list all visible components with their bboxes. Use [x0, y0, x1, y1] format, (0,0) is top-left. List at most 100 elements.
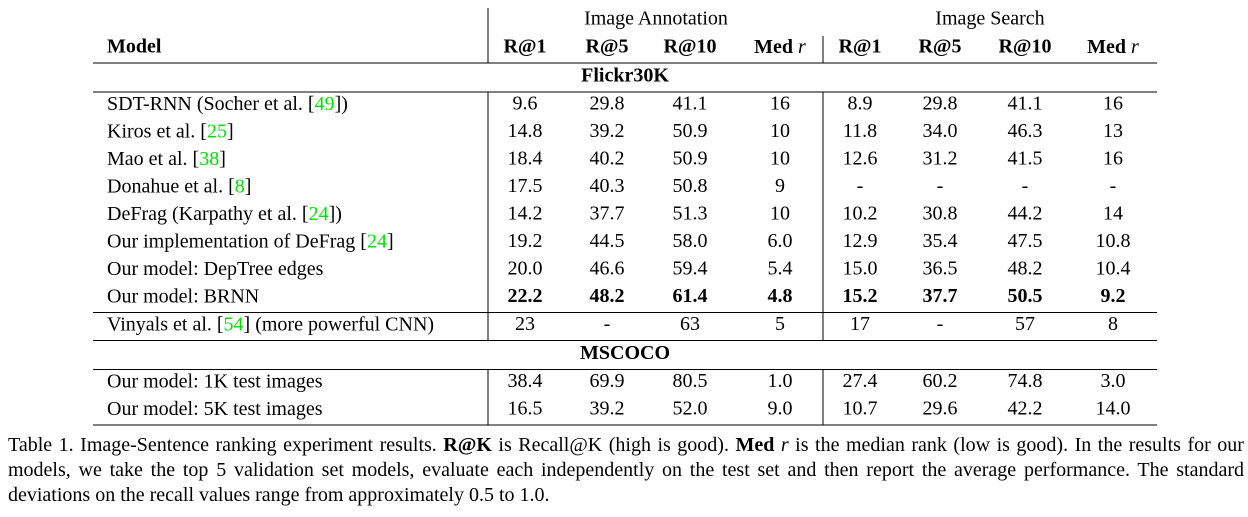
table-cell: 8.9: [848, 93, 873, 115]
model-name: Mao et al. [38]: [107, 148, 226, 170]
model-text: ]): [335, 93, 348, 115]
table-cell: 9: [775, 175, 785, 197]
table-cell: 15.0: [843, 258, 878, 280]
table-cell: 17: [850, 313, 870, 335]
model-text: ]: [219, 148, 226, 170]
table-cell: 61.4: [673, 285, 708, 307]
table-cell: 52.0: [673, 398, 708, 420]
header-word: Med: [754, 36, 793, 58]
table-cell: 1.0: [768, 370, 793, 392]
model-name: Our implementation of DeFrag [24]: [107, 230, 394, 252]
caption-text: Table 1. Image-Sentence ranking experime…: [8, 434, 444, 456]
model-name: Kiros et al. [25]: [107, 120, 234, 142]
table-cell: 12.9: [843, 230, 878, 252]
table-cell: 19.2: [508, 230, 543, 252]
table-cell: 40.2: [590, 148, 625, 170]
model-name: SDT-RNN (Socher et al. [49]): [107, 93, 348, 115]
table-cell: 16: [1103, 93, 1123, 115]
table-cell: 40.3: [590, 175, 625, 197]
model-text: Kiros et al. [: [107, 120, 207, 142]
table-cell: 34.0: [923, 120, 958, 142]
table-cell: 80.5: [673, 370, 708, 392]
table-cell: -: [937, 313, 944, 335]
table-cell: 58.0: [673, 230, 708, 252]
table-cell: 69.9: [590, 370, 625, 392]
table-cell: 9.0: [768, 398, 793, 420]
model-text: ]): [329, 203, 342, 225]
section-title: Flickr30K: [581, 65, 669, 87]
table-caption: Table 1. Image-Sentence ranking experime…: [8, 433, 1244, 508]
column-header: R@5: [585, 36, 628, 58]
table-cell: 59.4: [673, 258, 708, 280]
table-cell: 10: [770, 120, 790, 142]
table-cell: 57: [1015, 313, 1035, 335]
column-header: Med r: [1087, 36, 1139, 58]
table-cell: 50.9: [673, 120, 708, 142]
table-cell: 48.2: [590, 285, 625, 307]
table-cell: 39.2: [590, 398, 625, 420]
table-cell: 23: [515, 313, 535, 335]
table-cell: 41.1: [1008, 93, 1043, 115]
model-text: Our model: DepTree edges: [107, 258, 324, 280]
table-cell: 9.6: [513, 93, 538, 115]
table-cell: 46.3: [1008, 120, 1043, 142]
table-cell: 29.8: [590, 93, 625, 115]
model-name: Our model: 5K test images: [107, 398, 323, 420]
header-word: Med: [1087, 36, 1126, 58]
table-cell: -: [857, 175, 864, 197]
model-text: Mao et al. [: [107, 148, 199, 170]
model-text: ]: [387, 230, 394, 252]
model-text: Vinyals et al. [: [107, 313, 224, 335]
model-name: Our model: 1K test images: [107, 370, 323, 392]
table-cell: -: [604, 313, 611, 335]
table-cell: 51.3: [673, 203, 708, 225]
model-text: SDT-RNN (Socher et al. [: [107, 93, 315, 115]
table-cell: 50.5: [1008, 285, 1043, 307]
header-variable: r: [798, 36, 806, 58]
model-name: Donahue et al. [8]: [107, 175, 251, 197]
group-header: Image Search: [935, 8, 1044, 30]
citation: 38: [199, 148, 219, 170]
model-text: Donahue et al. [: [107, 175, 235, 197]
table-cell: 16.5: [508, 398, 543, 420]
table-cell: 39.2: [590, 120, 625, 142]
table-cell: 10.2: [843, 203, 878, 225]
table-cell: 5.4: [768, 258, 793, 280]
caption-text: is the median rank (low is good). In the…: [8, 434, 1244, 506]
column-header: Med r: [754, 36, 806, 58]
model-text: Our model: 5K test images: [107, 398, 323, 420]
column-header: R@1: [503, 36, 546, 58]
table-cell: 11.8: [843, 120, 877, 142]
citation: 8: [235, 175, 245, 197]
table-cell: 50.9: [673, 148, 708, 170]
table-cell: 17.5: [508, 175, 543, 197]
table-cell: 47.5: [1008, 230, 1043, 252]
model-text: Our model: BRNN: [107, 285, 259, 307]
table-cell: 22.2: [508, 285, 543, 307]
model-name: Our model: DepTree edges: [107, 258, 324, 280]
table-cell: 41.5: [1008, 148, 1043, 170]
table-cell: 10.4: [1096, 258, 1131, 280]
table-cell: 10: [770, 148, 790, 170]
table-cell: 13: [1103, 120, 1123, 142]
table-cell: 30.8: [923, 203, 958, 225]
table-cell: 4.8: [768, 285, 793, 307]
table-cell: 44.2: [1008, 203, 1043, 225]
table-cell: 29.8: [923, 93, 958, 115]
caption-text: is Recall@K (high is good).: [491, 434, 736, 456]
table-cell: 48.2: [1008, 258, 1043, 280]
table-cell: 14.8: [508, 120, 543, 142]
table-cell: 74.8: [1008, 370, 1043, 392]
table-cell: 12.6: [843, 148, 878, 170]
model-name: Vinyals et al. [54] (more powerful CNN): [107, 313, 434, 335]
column-header: R@10: [998, 36, 1051, 58]
caption-text: r: [780, 434, 789, 456]
table-cell: 60.2: [923, 370, 958, 392]
table-cell: 5: [775, 313, 785, 335]
model-name: Our model: BRNN: [107, 285, 259, 307]
model-text: Our implementation of DeFrag [: [107, 230, 367, 252]
table-cell: 42.2: [1008, 398, 1043, 420]
table-cell: 20.0: [508, 258, 543, 280]
table-cell: 18.4: [508, 148, 543, 170]
table-cell: 14.0: [1096, 398, 1131, 420]
